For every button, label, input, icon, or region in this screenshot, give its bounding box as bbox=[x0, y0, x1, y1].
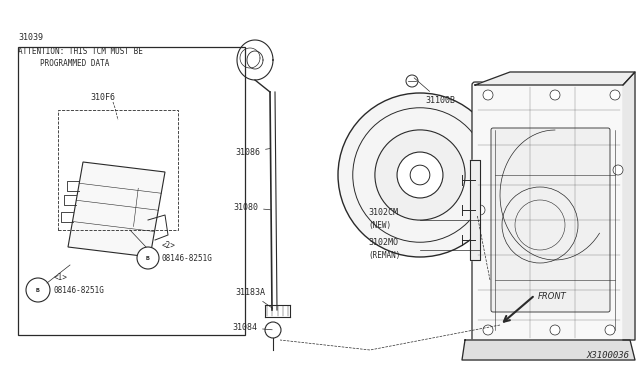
Circle shape bbox=[550, 325, 560, 335]
Text: PROGRAMMED DATA: PROGRAMMED DATA bbox=[40, 59, 109, 68]
Circle shape bbox=[397, 152, 443, 198]
Circle shape bbox=[375, 130, 465, 220]
Text: B: B bbox=[146, 256, 150, 260]
Circle shape bbox=[605, 325, 615, 335]
Polygon shape bbox=[68, 162, 165, 257]
Polygon shape bbox=[475, 72, 635, 85]
Text: B: B bbox=[36, 288, 40, 292]
Polygon shape bbox=[462, 340, 635, 360]
Text: 3102CM: 3102CM bbox=[368, 208, 398, 217]
Text: 31086: 31086 bbox=[235, 148, 270, 157]
Circle shape bbox=[483, 90, 493, 100]
FancyBboxPatch shape bbox=[491, 128, 610, 312]
Text: 31100B: 31100B bbox=[414, 78, 455, 105]
Circle shape bbox=[338, 93, 502, 257]
Text: (REMAN): (REMAN) bbox=[368, 251, 401, 260]
Bar bbox=[18, 47, 245, 335]
Text: 31084: 31084 bbox=[232, 323, 272, 332]
FancyBboxPatch shape bbox=[472, 82, 626, 343]
Text: 31080: 31080 bbox=[233, 203, 270, 212]
Text: ATTENTION: THIS TCM MUST BE: ATTENTION: THIS TCM MUST BE bbox=[18, 47, 143, 56]
Circle shape bbox=[610, 90, 620, 100]
Text: 08146-8251G: 08146-8251G bbox=[54, 286, 105, 295]
Bar bbox=[58, 110, 178, 230]
Text: 310F6: 310F6 bbox=[90, 93, 115, 102]
Text: 3102MO: 3102MO bbox=[368, 238, 398, 247]
Text: <1>: <1> bbox=[54, 273, 68, 282]
Circle shape bbox=[137, 247, 159, 269]
Text: X3100036: X3100036 bbox=[587, 351, 630, 360]
Polygon shape bbox=[623, 72, 635, 340]
Text: 08146-8251G: 08146-8251G bbox=[162, 254, 213, 263]
Text: <2>: <2> bbox=[162, 241, 176, 250]
Circle shape bbox=[475, 205, 485, 215]
Text: (NEW): (NEW) bbox=[368, 221, 391, 230]
Circle shape bbox=[483, 325, 493, 335]
Circle shape bbox=[26, 278, 50, 302]
Text: 31039: 31039 bbox=[18, 33, 43, 42]
Text: 31183A: 31183A bbox=[235, 288, 273, 308]
Circle shape bbox=[550, 90, 560, 100]
Circle shape bbox=[353, 108, 487, 242]
Circle shape bbox=[613, 165, 623, 175]
Circle shape bbox=[410, 165, 430, 185]
Circle shape bbox=[406, 75, 418, 87]
Text: FRONT: FRONT bbox=[538, 292, 567, 301]
Polygon shape bbox=[470, 160, 480, 260]
